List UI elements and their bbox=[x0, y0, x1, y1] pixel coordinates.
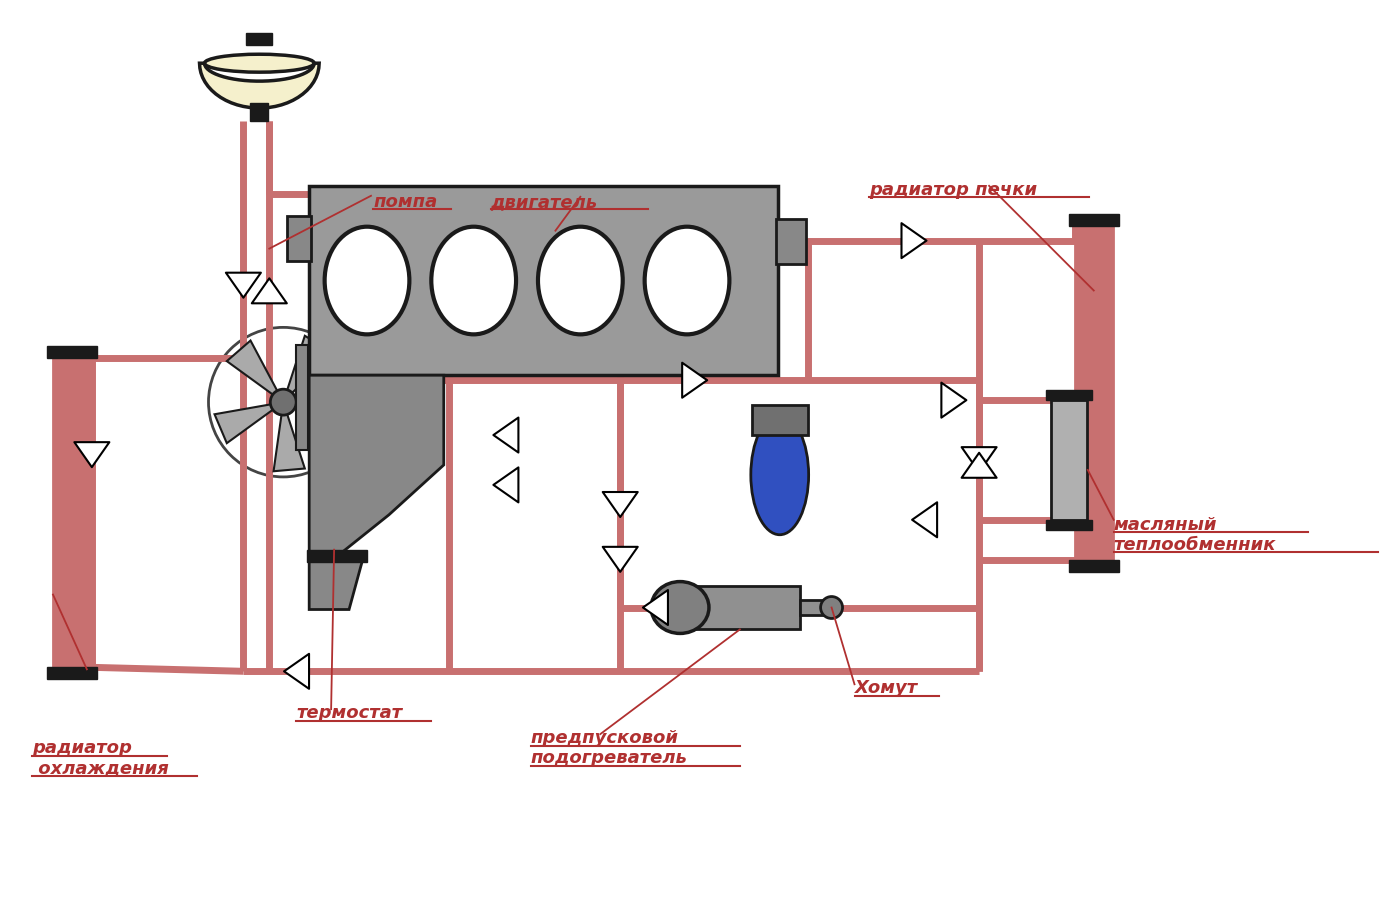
Text: помпа: помпа bbox=[373, 193, 437, 211]
Bar bbox=[800, 599, 827, 616]
Bar bbox=[1051, 400, 1087, 520]
Bar bbox=[297, 346, 308, 450]
Bar bbox=[251, 104, 269, 121]
Bar bbox=[309, 185, 778, 375]
Text: Хомут: Хомут bbox=[855, 680, 918, 698]
Text: подогреватель: подогреватель bbox=[531, 749, 687, 767]
Bar bbox=[1046, 520, 1092, 530]
Polygon shape bbox=[215, 402, 283, 443]
Bar bbox=[1046, 391, 1092, 401]
Polygon shape bbox=[273, 402, 305, 472]
Text: теплообменник: теплообменник bbox=[1114, 536, 1277, 554]
Bar bbox=[47, 346, 97, 358]
Ellipse shape bbox=[431, 227, 516, 335]
Text: радиатор: радиатор bbox=[32, 739, 132, 757]
Ellipse shape bbox=[751, 415, 808, 535]
Text: охлаждения: охлаждения bbox=[32, 759, 169, 777]
Ellipse shape bbox=[644, 227, 729, 335]
Bar bbox=[287, 216, 312, 261]
Bar bbox=[1074, 226, 1113, 560]
Polygon shape bbox=[309, 375, 444, 554]
Bar bbox=[1069, 213, 1119, 226]
Bar bbox=[47, 667, 97, 680]
Bar bbox=[308, 550, 367, 562]
Bar bbox=[53, 358, 91, 667]
Text: термостат: термостат bbox=[297, 704, 402, 722]
Ellipse shape bbox=[205, 54, 315, 72]
Bar bbox=[1069, 560, 1119, 572]
Polygon shape bbox=[200, 63, 319, 108]
Text: масляный: масляный bbox=[1114, 516, 1217, 534]
Ellipse shape bbox=[538, 227, 622, 335]
Ellipse shape bbox=[821, 597, 843, 618]
Ellipse shape bbox=[324, 227, 409, 335]
Ellipse shape bbox=[651, 581, 710, 634]
Text: двигатель: двигатель bbox=[491, 193, 597, 211]
Bar bbox=[247, 33, 272, 45]
Text: радиатор печки: радиатор печки bbox=[869, 181, 1038, 199]
Polygon shape bbox=[283, 402, 353, 433]
Bar bbox=[681, 586, 800, 629]
Ellipse shape bbox=[270, 389, 297, 415]
Bar bbox=[776, 219, 805, 264]
Polygon shape bbox=[283, 336, 331, 402]
Polygon shape bbox=[227, 340, 283, 402]
Polygon shape bbox=[309, 554, 365, 609]
Bar bbox=[751, 405, 808, 435]
Text: предпусковой: предпусковой bbox=[531, 729, 679, 747]
